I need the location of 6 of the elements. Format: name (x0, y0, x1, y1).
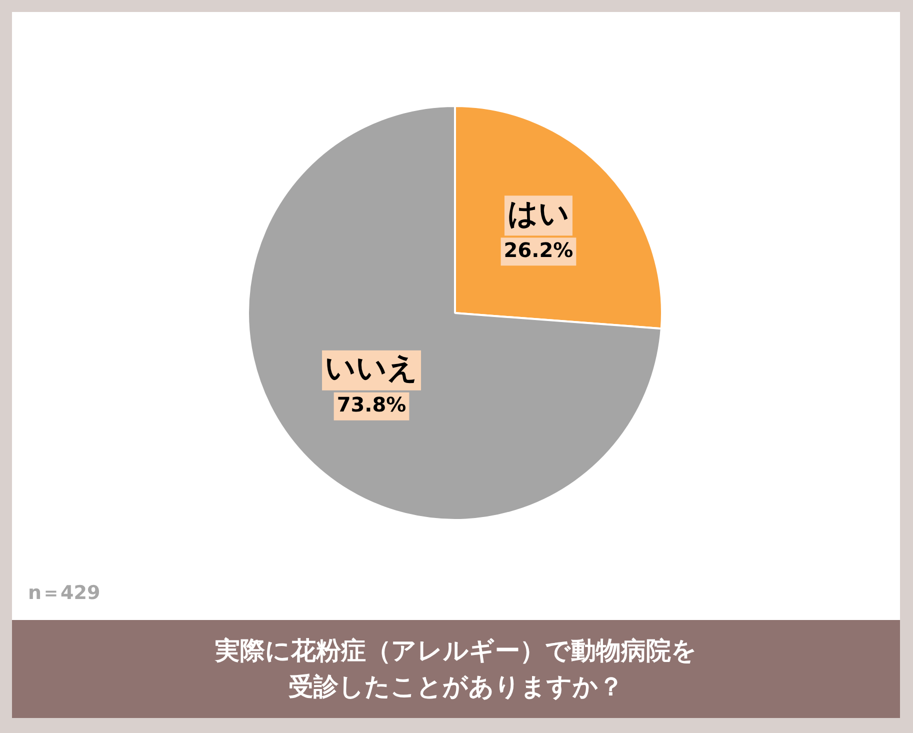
slice-label: いいえ (325, 351, 418, 386)
data-label: 73.8% (336, 392, 406, 417)
data-label: 26.2% (504, 238, 574, 262)
text: 実際に花粉症（アレルギー）で動物病院を受診したことがありますか？ (214, 635, 698, 703)
text: n＝429 (28, 581, 100, 606)
slice-label: はい (507, 196, 570, 232)
